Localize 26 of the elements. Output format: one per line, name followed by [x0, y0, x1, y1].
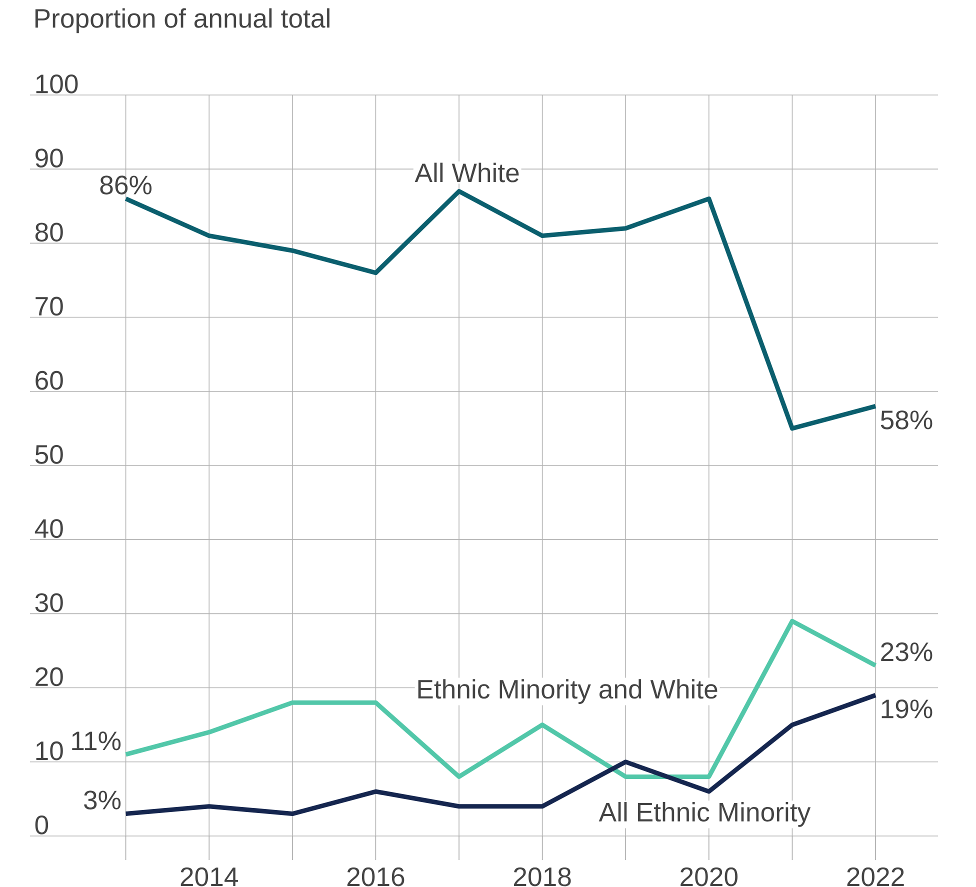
series-label: Ethnic Minority and White: [418, 679, 718, 704]
data-label: 58%: [880, 410, 932, 430]
y-tick-label: 10: [36, 741, 63, 760]
x-tick-label: 2016: [347, 867, 404, 886]
y-tick-label: 30: [35, 593, 63, 612]
y-tick-label: 100: [36, 74, 78, 94]
y-tick-label: 60: [36, 370, 63, 390]
y-tick-label: 40: [34, 519, 63, 538]
x-tick-label: 2022: [847, 867, 904, 886]
y-axis-title: Proportion of annual total: [35, 8, 330, 34]
series-label: All White: [414, 162, 519, 182]
data-label: 86%: [100, 176, 152, 194]
y-tick-label: 20: [36, 667, 63, 686]
y-tick-label: 0: [35, 816, 48, 834]
y-tick-label: 80: [35, 222, 63, 242]
data-label: 11%: [72, 732, 121, 750]
y-tick-label: 90: [36, 148, 63, 168]
y-tick-label: 50: [35, 445, 63, 464]
x-tick-label: 2014: [180, 867, 238, 886]
data-label: 19%: [882, 699, 932, 718]
series-label: All Ethnic Minority: [598, 802, 811, 827]
data-label: 23%: [881, 642, 932, 662]
y-tick-label: 70: [36, 296, 63, 316]
data-label: 3%: [84, 790, 121, 810]
x-tick-label: 2018: [514, 867, 571, 886]
x-tick-label: 2020: [680, 867, 738, 886]
